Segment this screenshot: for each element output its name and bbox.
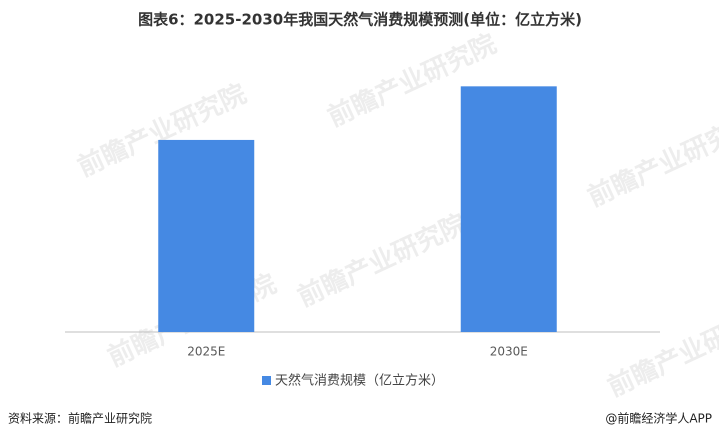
legend-swatch <box>262 376 271 385</box>
plot: 2025E 2030E <box>158 86 557 359</box>
legend-label: 天然气消费规模（亿立方米） <box>275 373 444 389</box>
source: 资料来源：前瞻产业研究院 <box>8 411 152 426</box>
watermark: 前瞻产业研究院 <box>293 208 471 313</box>
bar <box>158 139 255 332</box>
credit: @前瞻经济学人APP <box>605 411 712 426</box>
watermark: 前瞻产业研究院 <box>583 108 719 213</box>
chart-title: 图表6：2025-2030年我国天然气消费规模预测(单位：亿立方米) <box>138 11 582 29</box>
x-tick-label: 2030E <box>490 345 528 359</box>
x-tick-label: 2025E <box>187 345 225 359</box>
watermark: 前瞻产业研究院 <box>603 298 719 403</box>
bar <box>460 86 557 332</box>
